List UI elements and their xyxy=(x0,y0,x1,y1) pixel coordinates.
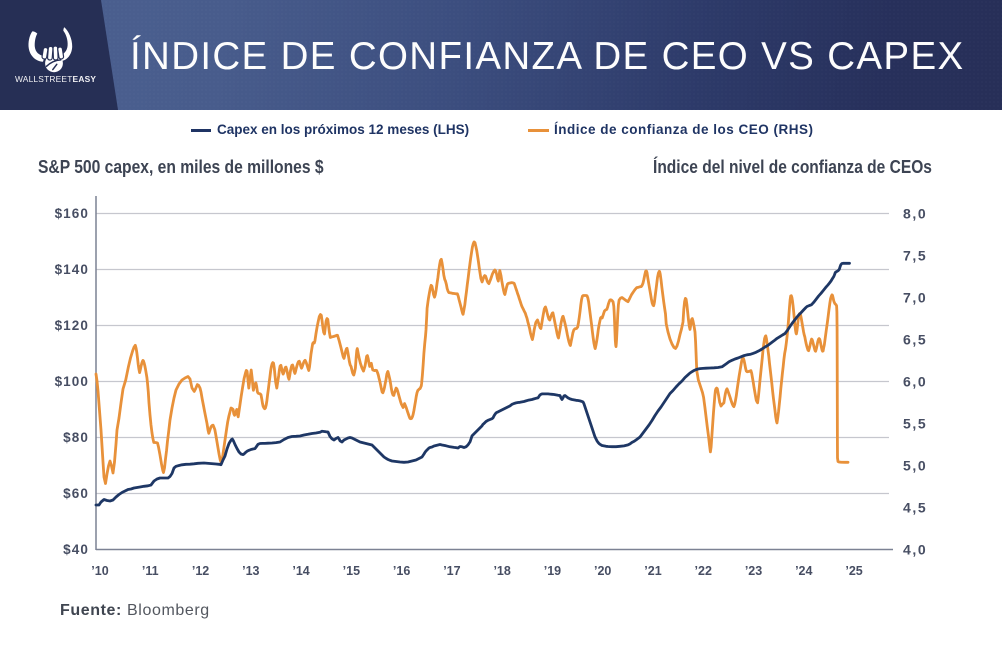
svg-text:6,5: 6,5 xyxy=(903,332,927,348)
svg-text:$40: $40 xyxy=(63,542,89,557)
svg-text:’10: ’10 xyxy=(91,564,108,578)
svg-text:$140: $140 xyxy=(55,262,89,277)
svg-text:’18: ’18 xyxy=(493,564,510,578)
svg-text:4,0: 4,0 xyxy=(903,542,927,558)
svg-text:$60: $60 xyxy=(63,486,89,501)
svg-text:5,0: 5,0 xyxy=(903,458,927,474)
svg-text:’19: ’19 xyxy=(544,564,561,578)
svg-text:’16: ’16 xyxy=(393,564,410,578)
svg-text:’11: ’11 xyxy=(142,564,159,578)
svg-text:’21: ’21 xyxy=(644,564,661,578)
svg-text:8,0: 8,0 xyxy=(903,206,927,222)
svg-text:’24: ’24 xyxy=(795,564,812,578)
svg-text:6,0: 6,0 xyxy=(903,374,927,390)
svg-text:’15: ’15 xyxy=(343,564,360,578)
svg-text:’17: ’17 xyxy=(443,564,460,578)
svg-text:$120: $120 xyxy=(55,318,89,333)
svg-text:’25: ’25 xyxy=(845,564,862,578)
svg-text:7,0: 7,0 xyxy=(903,290,927,306)
svg-text:’13: ’13 xyxy=(242,564,259,578)
svg-text:’22: ’22 xyxy=(695,564,712,578)
svg-text:7,5: 7,5 xyxy=(903,248,927,264)
svg-text:’23: ’23 xyxy=(745,564,762,578)
svg-text:$160: $160 xyxy=(55,206,89,221)
svg-text:$80: $80 xyxy=(63,430,89,445)
svg-text:4,5: 4,5 xyxy=(903,500,927,516)
svg-text:’14: ’14 xyxy=(292,564,309,578)
svg-text:$100: $100 xyxy=(55,374,89,389)
svg-text:’12: ’12 xyxy=(192,564,209,578)
svg-text:5,5: 5,5 xyxy=(903,416,927,432)
svg-text:’20: ’20 xyxy=(594,564,611,578)
